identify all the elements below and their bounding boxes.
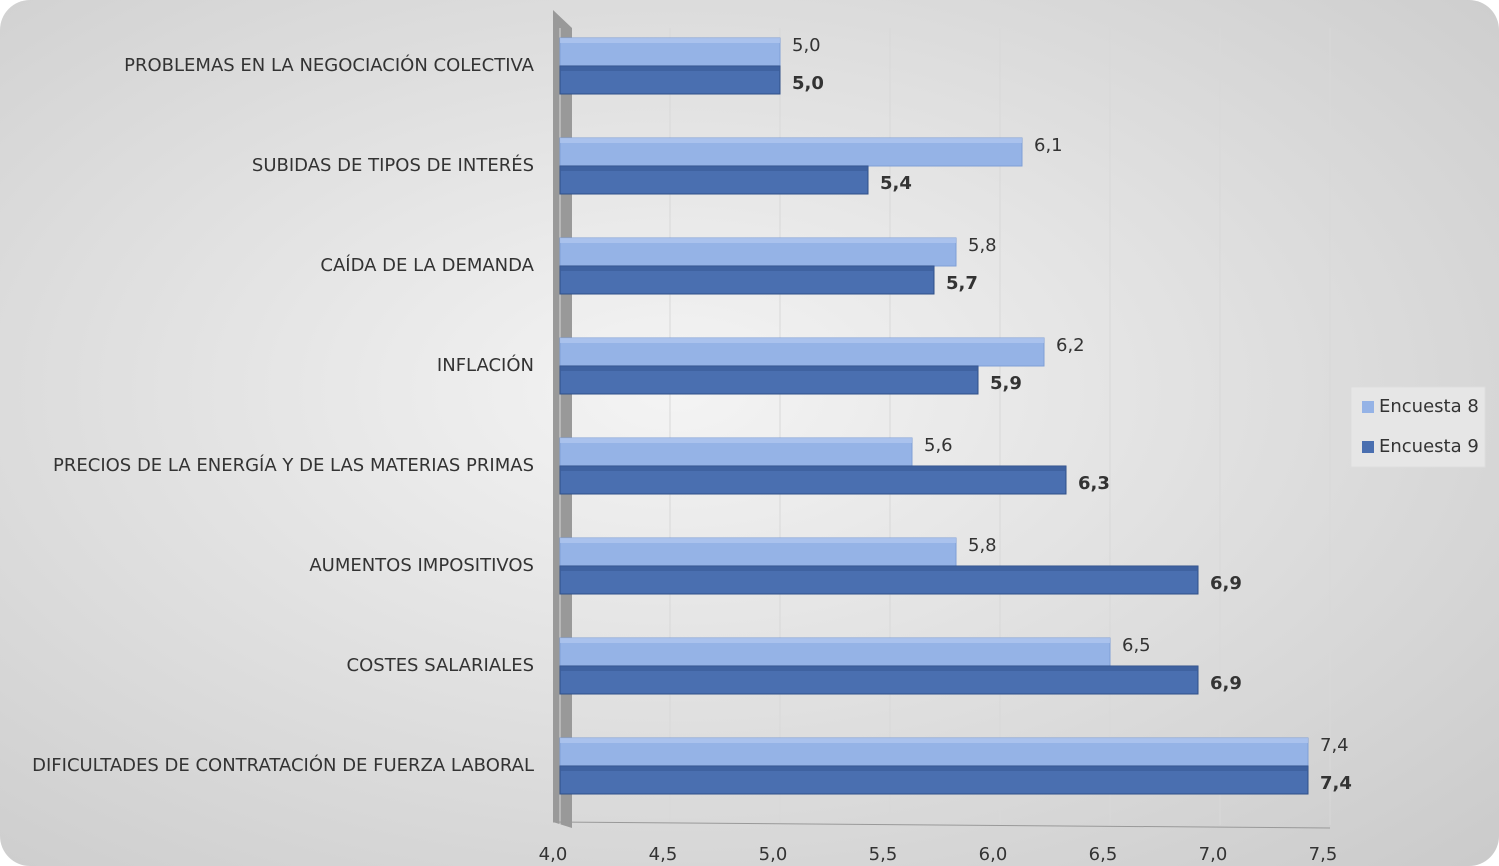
value-label: 5,9	[990, 373, 1022, 394]
y-tick-label: COSTES SALARIALES	[347, 655, 534, 676]
x-axis	[552, 821, 1331, 829]
axis-wall	[553, 10, 572, 828]
y-tick-label: CAÍDA DE LA DEMANDA	[320, 254, 534, 276]
bar-top	[560, 566, 1198, 571]
y-tick-label: PRECIOS DE LA ENERGÍA Y DE LAS MATERIAS …	[53, 454, 534, 476]
bar-top	[560, 538, 956, 543]
bar-top	[560, 766, 1308, 771]
value-label: 5,8	[968, 235, 997, 256]
value-label: 5,0	[792, 35, 821, 56]
y-tick-label: AUMENTOS IMPOSITIVOS	[309, 555, 534, 576]
bar-top	[560, 366, 978, 371]
x-tick-label: 6,0	[979, 844, 1008, 865]
x-tick-label: 5,5	[869, 844, 898, 865]
value-label: 7,4	[1320, 735, 1349, 756]
value-label: 6,1	[1034, 135, 1063, 156]
legend-label: Encuesta 9	[1379, 436, 1479, 457]
bar-top	[560, 238, 956, 243]
bar-top	[560, 138, 1022, 143]
value-label: 7,4	[1320, 773, 1352, 794]
value-label: 6,5	[1122, 635, 1151, 656]
value-label: 6,9	[1210, 573, 1242, 594]
y-tick-label: SUBIDAS DE TIPOS DE INTERÉS	[252, 154, 534, 176]
bar-top	[560, 166, 868, 171]
x-tick-label: 7,0	[1199, 844, 1228, 865]
value-label: 6,9	[1210, 673, 1242, 694]
value-label: 5,4	[880, 173, 912, 194]
value-label: 5,7	[946, 273, 978, 294]
legend-box	[1350, 386, 1486, 468]
x-tick-label: 7,5	[1309, 844, 1338, 865]
bar-top	[560, 438, 912, 443]
bar-top	[560, 338, 1044, 343]
value-label: 5,6	[924, 435, 953, 456]
bar-top	[560, 638, 1110, 643]
bar-top	[560, 66, 780, 71]
legend-label: Encuesta 8	[1379, 396, 1479, 417]
x-tick-label: 4,0	[539, 844, 568, 865]
legend-swatch	[1362, 441, 1374, 453]
bar-top	[560, 266, 934, 271]
y-tick-label: PROBLEMAS EN LA NEGOCIACIÓN COLECTIVA	[124, 54, 535, 76]
bar-top	[560, 738, 1308, 743]
value-label: 5,8	[968, 535, 997, 556]
bar-top	[560, 666, 1198, 671]
y-tick-label: INFLACIÓN	[437, 354, 534, 376]
legend-swatch	[1362, 401, 1374, 413]
bar-top	[560, 466, 1066, 471]
x-tick-label: 6,5	[1089, 844, 1118, 865]
y-tick-label: DIFICULTADES DE CONTRATACIÓN DE FUERZA L…	[32, 754, 534, 776]
x-tick-label: 5,0	[759, 844, 788, 865]
bar-top	[560, 38, 780, 43]
value-label: 5,0	[792, 73, 824, 94]
value-label: 6,3	[1078, 473, 1110, 494]
x-tick-label: 4,5	[649, 844, 678, 865]
value-label: 6,2	[1056, 335, 1085, 356]
